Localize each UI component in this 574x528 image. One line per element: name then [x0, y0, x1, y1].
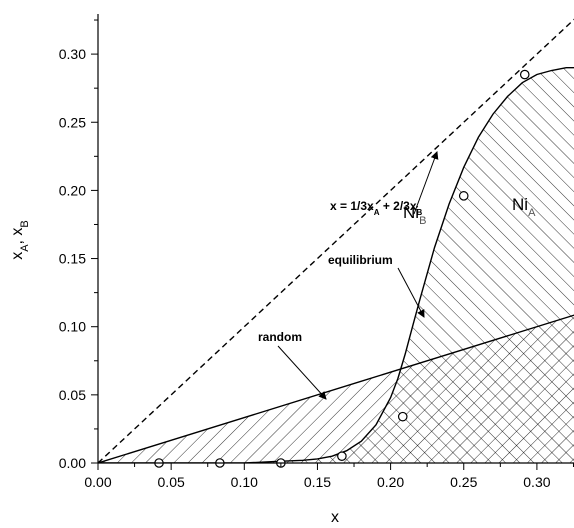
region-ni-a-sub: A [528, 207, 536, 219]
region-ni-b-sub: B [419, 215, 426, 227]
equilibrium-arrow [397, 267, 425, 318]
x-tick-label: 0.30 [523, 474, 550, 490]
y-tick-label: 0.30 [59, 46, 86, 62]
dashed-label-subscript: A [374, 208, 380, 217]
y-axis-title-part: x [9, 228, 26, 236]
y-tick-label: 0.10 [59, 319, 86, 335]
plot-series [98, 18, 574, 463]
axes: 0.00 0.05 0.10 0.15 0.20 0.25 0.30 0.00 0.05 0.10… [59, 14, 574, 490]
random-label: random [258, 330, 302, 344]
y-tick-label: 0.25 [59, 114, 86, 130]
data-marker [519, 69, 530, 80]
annotations: x = 1/3xA + 2/3xB equilibrium random NiB… [258, 151, 536, 400]
x-tick-label: 0.05 [158, 474, 185, 490]
region-ni-b-main: Ni [403, 203, 419, 222]
x-tick-label: 0.15 [304, 474, 331, 490]
random-arrow [277, 345, 327, 400]
dashed-label-part: x = 1/3x [330, 199, 374, 213]
x-tick-label: 0.20 [377, 474, 404, 490]
dashed-label-part: + 2/3x [380, 199, 417, 213]
x-axis-title: x [331, 509, 339, 526]
equilibrium-label: equilibrium [328, 253, 393, 267]
y-tick-label: 0.05 [59, 387, 86, 403]
y-axis-title-subscript: A [19, 244, 31, 252]
data-marker [397, 411, 408, 422]
y-tick-label: 0.15 [59, 251, 86, 267]
equilibrium-curve [98, 67, 574, 463]
random-line [98, 314, 574, 463]
y-axis-title: xA, xB [9, 220, 31, 260]
region-ni-a-main: Ni [512, 195, 528, 214]
y-tick-label: 0.20 [59, 182, 86, 198]
region-ni-a-label: NiA [512, 195, 536, 219]
dashed-line-label: x = 1/3xA + 2/3xB [330, 199, 423, 217]
region-ni-b-label: NiB [403, 203, 426, 227]
y-axis-title-sep: , [9, 236, 26, 245]
x-tick-label: 0.10 [231, 474, 258, 490]
dashed-label-subscript: B [417, 208, 423, 217]
x-tick-label: 0.25 [450, 474, 477, 490]
data-marker [337, 451, 347, 461]
y-axis-title-subscript: B [19, 220, 31, 227]
x-tick-label: 0.00 [84, 474, 111, 490]
data-marker [458, 191, 469, 201]
y-axis-title-part: x [9, 252, 26, 260]
dashed-label-arrow [413, 151, 439, 215]
equilibrium-hatch-region [98, 67, 574, 463]
y-tick-label: 0.00 [59, 455, 86, 471]
